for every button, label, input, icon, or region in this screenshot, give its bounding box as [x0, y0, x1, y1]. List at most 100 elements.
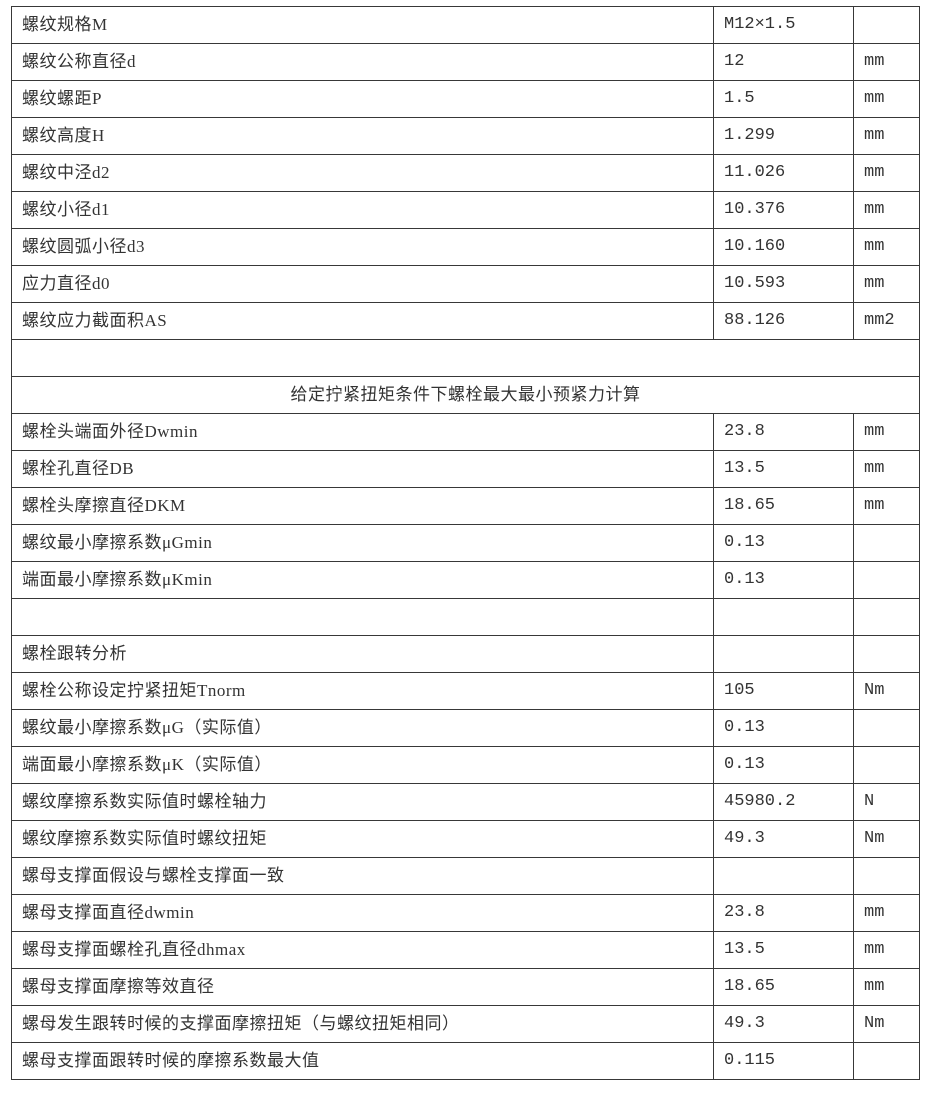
value-cell: M12×1.5 [713, 6, 854, 44]
unit-cell [853, 598, 920, 636]
parameter-cell: 螺母支撑面螺栓孔直径dhmax [11, 931, 714, 969]
unit-cell: Nm [853, 672, 920, 710]
unit-cell [853, 709, 920, 747]
value-cell: 0.13 [713, 524, 854, 562]
value-cell [713, 635, 854, 673]
unit-cell: mm [853, 154, 920, 192]
parameter-cell: 螺母支撑面跟转时候的摩擦系数最大值 [11, 1042, 714, 1080]
parameter-cell: 螺纹最小摩擦系数μG（实际值） [11, 709, 714, 747]
parameter-cell: 螺母发生跟转时候的支撑面摩擦扭矩（与螺纹扭矩相同） [11, 1005, 714, 1043]
value-cell [713, 598, 854, 636]
table-row: 螺栓跟转分析 [11, 635, 920, 673]
unit-cell: mm [853, 191, 920, 229]
value-cell: 12 [713, 43, 854, 81]
table-row: 螺纹最小摩擦系数μGmin 0.13 [11, 524, 920, 562]
unit-cell: mm [853, 487, 920, 525]
unit-cell [853, 857, 920, 895]
value-cell: 45980.2 [713, 783, 854, 821]
table-row: 螺纹摩擦系数实际值时螺栓轴力 45980.2 N [11, 783, 920, 821]
value-cell: 0.115 [713, 1042, 854, 1080]
unit-cell: mm [853, 228, 920, 266]
parameter-cell: 螺纹圆弧小径d3 [11, 228, 714, 266]
thread-spec-table: 螺纹规格M M12×1.5 螺纹公称直径d 12 mm 螺纹螺距P 1.5 mm 螺纹高度H 1.… [11, 6, 920, 1080]
table-row: 螺母支撑面直径dwmin 23.8 mm [11, 894, 920, 932]
unit-cell: Nm [853, 1005, 920, 1043]
table-row: 螺栓孔直径DB 13.5 mm [11, 450, 920, 488]
value-cell: 1.299 [713, 117, 854, 155]
unit-cell: Nm [853, 820, 920, 858]
value-cell: 105 [713, 672, 854, 710]
value-cell: 18.65 [713, 487, 854, 525]
parameter-cell: 螺纹中泾d2 [11, 154, 714, 192]
parameter-cell: 螺纹公称直径d [11, 43, 714, 81]
table-row: 端面最小摩擦系数μK（实际值） 0.13 [11, 746, 920, 784]
unit-cell: mm [853, 931, 920, 969]
table-row: 螺栓公称设定拧紧扭矩Tnorm 105 Nm [11, 672, 920, 710]
unit-cell: mm [853, 43, 920, 81]
value-cell: 13.5 [713, 931, 854, 969]
unit-cell: mm [853, 117, 920, 155]
table-row: 螺纹应力截面积AS 88.126 mm2 [11, 302, 920, 340]
table-row: 端面最小摩擦系数μKmin 0.13 [11, 561, 920, 599]
value-cell [713, 857, 854, 895]
table-row: 螺母支撑面跟转时候的摩擦系数最大值 0.115 [11, 1042, 920, 1080]
parameter-cell: 端面最小摩擦系数μKmin [11, 561, 714, 599]
unit-cell: mm [853, 968, 920, 1006]
parameter-cell: 螺栓头摩擦直径DKM [11, 487, 714, 525]
table-row: 螺纹公称直径d 12 mm [11, 43, 920, 81]
table-row: 螺母支撑面假设与螺栓支撑面一致 [11, 857, 920, 895]
section-header-title: 给定拧紧扭矩条件下螺栓最大最小预紧力计算 [11, 376, 920, 414]
value-cell: 0.13 [713, 746, 854, 784]
value-cell: 23.8 [713, 894, 854, 932]
unit-cell: mm [853, 413, 920, 451]
section-header-row: 给定拧紧扭矩条件下螺栓最大最小预紧力计算 [11, 376, 920, 414]
unit-cell: mm [853, 894, 920, 932]
value-cell: 0.13 [713, 561, 854, 599]
parameter-cell: 螺纹应力截面积AS [11, 302, 714, 340]
spacer-cell [11, 339, 920, 377]
table-row: 螺纹规格M M12×1.5 [11, 6, 920, 44]
table-body: 螺纹规格M M12×1.5 螺纹公称直径d 12 mm 螺纹螺距P 1.5 mm 螺纹高度H 1.… [11, 6, 920, 1080]
parameter-cell: 螺纹摩擦系数实际值时螺栓轴力 [11, 783, 714, 821]
table-row: 螺纹摩擦系数实际值时螺纹扭矩 49.3 Nm [11, 820, 920, 858]
parameter-cell: 螺母支撑面摩擦等效直径 [11, 968, 714, 1006]
table-row [11, 598, 920, 636]
table-row: 螺栓头端面外径Dwmin 23.8 mm [11, 413, 920, 451]
value-cell: 1.5 [713, 80, 854, 118]
value-cell: 49.3 [713, 820, 854, 858]
parameter-cell: 螺母支撑面假设与螺栓支撑面一致 [11, 857, 714, 895]
table-row: 螺纹高度H 1.299 mm [11, 117, 920, 155]
value-cell: 23.8 [713, 413, 854, 451]
table-row: 螺母支撑面摩擦等效直径 18.65 mm [11, 968, 920, 1006]
table-row: 螺母发生跟转时候的支撑面摩擦扭矩（与螺纹扭矩相同） 49.3 Nm [11, 1005, 920, 1043]
unit-cell: mm [853, 80, 920, 118]
unit-cell: mm2 [853, 302, 920, 340]
unit-cell [853, 6, 920, 44]
parameter-cell: 螺纹摩擦系数实际值时螺纹扭矩 [11, 820, 714, 858]
parameter-cell [11, 598, 714, 636]
table-row: 螺纹螺距P 1.5 mm [11, 80, 920, 118]
value-cell: 10.160 [713, 228, 854, 266]
parameter-cell: 螺栓孔直径DB [11, 450, 714, 488]
parameter-cell: 螺栓跟转分析 [11, 635, 714, 673]
parameter-cell: 螺纹高度H [11, 117, 714, 155]
parameter-cell: 螺母支撑面直径dwmin [11, 894, 714, 932]
parameter-cell: 应力直径d0 [11, 265, 714, 303]
table-row: 应力直径d0 10.593 mm [11, 265, 920, 303]
value-cell: 49.3 [713, 1005, 854, 1043]
parameter-cell: 螺栓公称设定拧紧扭矩Tnorm [11, 672, 714, 710]
parameter-cell: 螺纹螺距P [11, 80, 714, 118]
value-cell: 11.026 [713, 154, 854, 192]
table-row: 螺纹中泾d2 11.026 mm [11, 154, 920, 192]
unit-cell [853, 635, 920, 673]
table-row: 螺纹圆弧小径d3 10.160 mm [11, 228, 920, 266]
parameter-cell: 螺栓头端面外径Dwmin [11, 413, 714, 451]
unit-cell [853, 561, 920, 599]
unit-cell: mm [853, 450, 920, 488]
table-row: 螺纹小径d1 10.376 mm [11, 191, 920, 229]
spacer-row [11, 339, 920, 377]
unit-cell [853, 524, 920, 562]
value-cell: 0.13 [713, 709, 854, 747]
unit-cell: N [853, 783, 920, 821]
